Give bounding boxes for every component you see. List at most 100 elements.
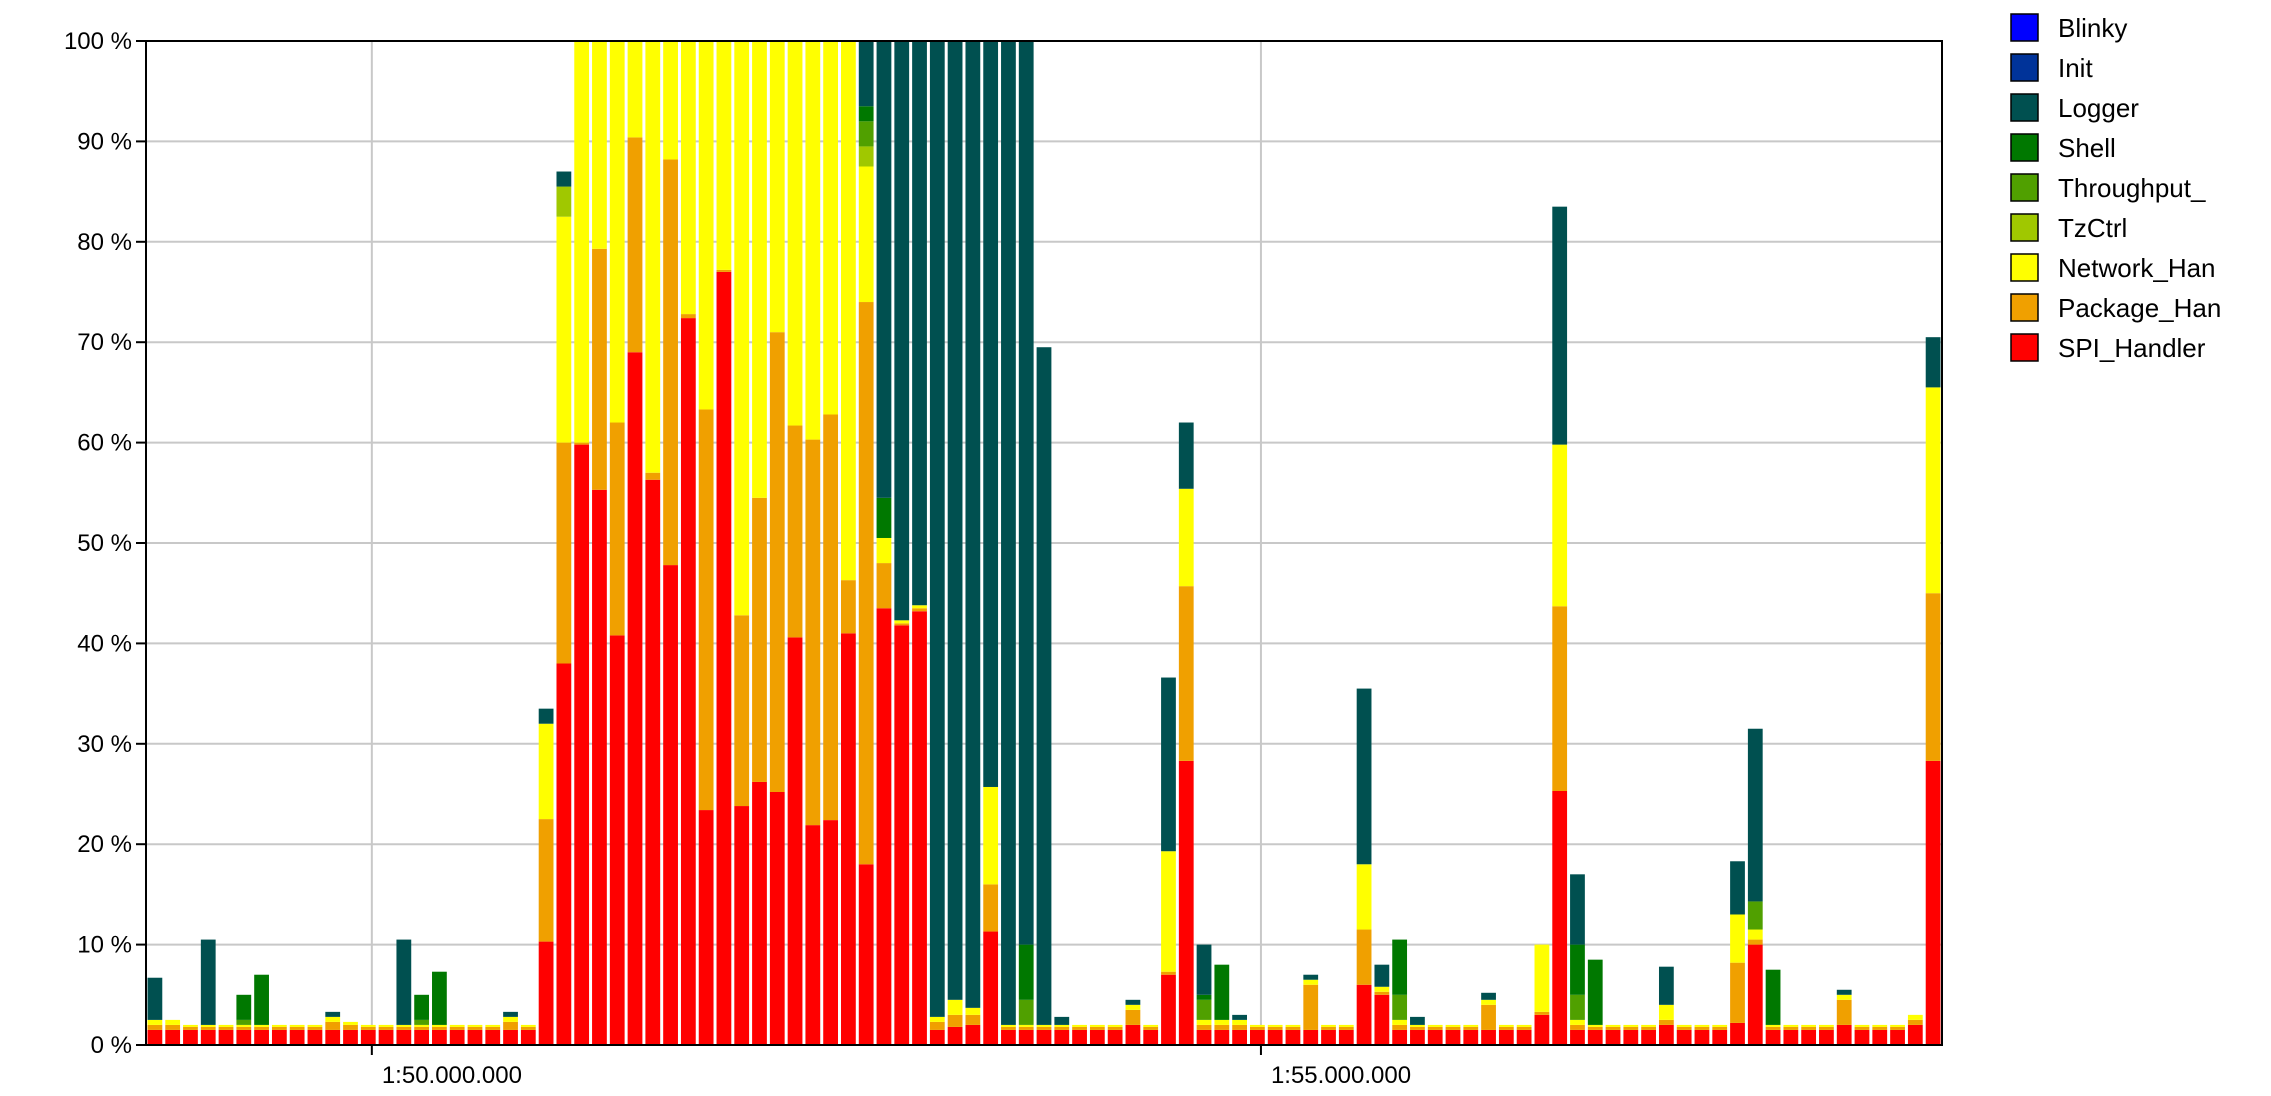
bar-segment-package-han xyxy=(200,1026,216,1030)
bar-segment-spi-handler xyxy=(1303,1029,1319,1045)
bar-segment-package-han xyxy=(1285,1026,1301,1030)
bar-segment-spi-handler xyxy=(1072,1029,1087,1045)
x-axis: 1:50.000.000 1:55.000.000 xyxy=(370,1045,1411,1089)
y-tick-label: 100 % xyxy=(64,28,132,55)
bar-segment-spi-handler xyxy=(1161,974,1176,1045)
bar-stack xyxy=(1249,1024,1265,1045)
bar-segment-spi-handler xyxy=(1836,1024,1852,1045)
bar-stack xyxy=(183,1024,198,1045)
bar-stack xyxy=(574,41,590,1045)
bar-segment-package-han xyxy=(1463,1026,1479,1030)
bar-segment-package-han xyxy=(1516,1026,1532,1030)
bar-segment-package-han xyxy=(467,1026,483,1030)
bar-stack xyxy=(1143,1024,1159,1045)
bar-segment-package-han xyxy=(1178,586,1194,761)
bar-stack xyxy=(1836,989,1852,1045)
legend-label: Shell xyxy=(2058,133,2116,163)
bar-segment-network-han xyxy=(1658,1004,1674,1020)
bar-segment-package-han xyxy=(218,1026,234,1030)
bar-segment-package-han xyxy=(1267,1026,1283,1030)
bar-segment-package-han xyxy=(769,332,785,792)
bar-segment-network-han xyxy=(1623,1024,1639,1027)
bar-stack xyxy=(609,41,625,1045)
bar-segment-network-han xyxy=(965,1007,981,1015)
bar-segment-package-han xyxy=(307,1026,323,1030)
bar-stack xyxy=(271,1024,287,1045)
bar-segment-spi-handler xyxy=(1890,1029,1905,1045)
bar-segment-spi-handler xyxy=(503,1029,518,1045)
bar-segment-network-han xyxy=(1285,1024,1301,1027)
legend-item[interactable]: Package_Han xyxy=(2010,293,2221,323)
legend-item[interactable]: SPI_Handler xyxy=(2010,333,2206,363)
bar-stack xyxy=(396,939,412,1045)
bar-segment-package-han xyxy=(947,1014,963,1027)
bar-segment-package-han xyxy=(1836,999,1852,1025)
bar-segment-logger xyxy=(983,41,999,787)
bar-segment-shell xyxy=(254,974,269,1025)
bar-segment-spi-handler xyxy=(769,791,785,1045)
bar-stack xyxy=(1036,347,1052,1045)
bar-segment-package-han xyxy=(449,1026,465,1030)
bar-stack xyxy=(343,1021,358,1045)
bar-segment-network-han xyxy=(1676,1024,1692,1027)
legend-item[interactable]: Throughput_ xyxy=(2010,173,2206,203)
bar-segment-spi-handler xyxy=(1338,1029,1354,1045)
bar-segment-package-han xyxy=(1907,1019,1923,1025)
bar-stack xyxy=(1587,959,1603,1045)
bar-stack xyxy=(200,939,216,1045)
bar-segment-spi-handler xyxy=(1374,994,1390,1045)
bar-segment-network-han xyxy=(1890,1024,1905,1027)
bar-segment-package-han xyxy=(1854,1026,1870,1030)
bar-segment-package-han xyxy=(1054,1026,1070,1030)
bar-segment-package-han xyxy=(627,137,643,353)
bar-segment-shell xyxy=(1570,944,1585,995)
bar-segment-package-han xyxy=(1232,1024,1247,1030)
bar-stack xyxy=(1178,422,1194,1045)
bar-segment-network-han xyxy=(1018,1024,1034,1027)
bar-segment-spi-handler xyxy=(716,271,732,1045)
bar-segment-throughput- xyxy=(414,1019,430,1025)
bar-stack xyxy=(894,41,910,1045)
bar-segment-spi-handler xyxy=(1712,1029,1728,1045)
bar-stack xyxy=(538,708,554,1045)
y-tick-label: 10 % xyxy=(77,932,132,959)
bar-segment-package-han xyxy=(165,1024,181,1030)
bar-segment-package-han xyxy=(1730,962,1745,1023)
bar-stack xyxy=(645,41,661,1045)
bar-segment-network-han xyxy=(1392,1019,1408,1025)
legend-item[interactable]: Network_Han xyxy=(2010,253,2216,283)
legend-item[interactable]: Shell xyxy=(2010,133,2116,163)
bar-segment-network-han xyxy=(520,1024,536,1027)
bar-segment-package-han xyxy=(752,497,767,782)
bar-segment-spi-handler xyxy=(1018,1029,1034,1045)
legend-item[interactable]: TzCtrl xyxy=(2010,213,2127,243)
bar-segment-network-han xyxy=(609,41,625,423)
bar-stack xyxy=(1890,1024,1905,1045)
bar-segment-spi-handler xyxy=(894,625,910,1045)
bar-segment-package-han xyxy=(1161,971,1176,975)
bar-segment-network-han xyxy=(360,1024,376,1027)
bar-stack xyxy=(1765,969,1781,1045)
legend-item[interactable]: Init xyxy=(2010,53,2093,83)
bar-stack xyxy=(1374,964,1390,1045)
legend-item[interactable]: Logger xyxy=(2010,93,2139,123)
legend-swatch xyxy=(2010,93,2039,122)
bar-segment-logger xyxy=(1552,206,1568,445)
bar-stack xyxy=(1712,1024,1728,1045)
bar-stack xyxy=(378,1024,394,1045)
bar-stack xyxy=(1641,1024,1656,1045)
bar-segment-network-han xyxy=(627,41,643,138)
bar-segment-network-han xyxy=(752,41,767,498)
bar-stack xyxy=(1125,999,1141,1045)
bar-segment-network-han xyxy=(147,1019,163,1025)
legend[interactable]: Blinky Init Logger Shell Throughput_ TzCtrl Ne… xyxy=(2010,13,2221,363)
bar-segment-spi-handler xyxy=(1054,1029,1070,1045)
bar-segment-network-han xyxy=(1232,1019,1247,1025)
legend-item[interactable]: Blinky xyxy=(2010,13,2127,43)
bar-segment-logger xyxy=(1001,41,1016,1025)
legend-label: SPI_Handler xyxy=(2058,333,2206,363)
bar-segment-network-han xyxy=(1338,1024,1354,1027)
bar-segment-package-han xyxy=(1872,1026,1888,1030)
y-tick-label: 70 % xyxy=(77,329,132,356)
